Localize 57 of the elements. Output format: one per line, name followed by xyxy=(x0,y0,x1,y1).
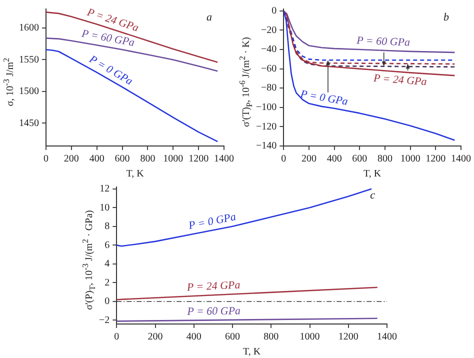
y-tick-label: −120 xyxy=(256,121,277,132)
series-label: P = 60 GPa xyxy=(186,305,242,318)
x-tick-label: 400 xyxy=(89,154,104,165)
y-tick-label: −100 xyxy=(256,102,277,114)
x-tick-label: 1200 xyxy=(188,154,209,165)
x-tick-label: 400 xyxy=(326,154,342,165)
x-tick-label: 200 xyxy=(64,154,79,165)
y-tick-label: 4 xyxy=(104,258,110,270)
x-tick-label: 800 xyxy=(140,154,156,165)
x-tick-label: 800 xyxy=(377,154,392,165)
y-tick-label: 1600 xyxy=(19,22,39,34)
y-tick-label: 0 xyxy=(104,296,110,308)
x-axis-title: T, K xyxy=(243,346,262,358)
series-label: P = 24 GPa xyxy=(372,72,428,88)
y-tick-label: 10 xyxy=(100,202,110,214)
x-tick-label: 200 xyxy=(148,332,163,343)
y-tick-label: −40 xyxy=(261,44,277,56)
x-tick-label: 0 xyxy=(114,332,120,343)
y-tick-label: 1550 xyxy=(19,54,39,66)
x-tick-label: 1000 xyxy=(300,332,320,343)
y-tick-label: 1450 xyxy=(19,118,39,129)
text: P = 0 GPa xyxy=(186,210,238,232)
y-tick-label: −80 xyxy=(261,82,277,94)
x-tick-label: 400 xyxy=(186,332,202,343)
x-tick-label: 600 xyxy=(352,154,368,165)
text: P = 0 GPa xyxy=(86,52,135,88)
x-tick-label: 200 xyxy=(301,154,316,165)
y-tick-label: 6 xyxy=(104,240,110,251)
series-label: P = 24 GPa xyxy=(186,279,241,294)
x-tick-label: 1400 xyxy=(451,154,471,165)
y-tick-label: 8 xyxy=(104,221,110,232)
series-label: P = 60 GPa xyxy=(355,34,411,49)
x-tick-label: 0 xyxy=(281,154,286,165)
x-axis-title: T, K xyxy=(364,168,382,180)
y-tick-label: 0 xyxy=(272,6,277,17)
y-tick-label: 2 xyxy=(104,277,110,288)
x-tick-label: 0 xyxy=(44,154,48,165)
x-tick-label: 1000 xyxy=(163,154,184,165)
y-tick-label: 12 xyxy=(100,184,110,194)
x-tick-label: 1200 xyxy=(338,332,358,343)
chart-title: c xyxy=(370,189,376,202)
y-tick-label: 1500 xyxy=(19,86,39,98)
y-tick-label: −20 xyxy=(261,24,277,36)
text: P = 0 GPa xyxy=(298,88,350,108)
chart-title: a xyxy=(206,11,212,24)
y-tick-label: −140 xyxy=(256,140,277,152)
x-tick-label: 1200 xyxy=(426,154,446,165)
x-tick-label: 1400 xyxy=(377,332,397,343)
x-tick-label: 600 xyxy=(225,332,240,343)
x-tick-label: 1000 xyxy=(400,154,420,165)
x-tick-label: 600 xyxy=(114,154,130,165)
x-tick-label: 1400 xyxy=(214,154,234,165)
y-tick-label: −60 xyxy=(261,63,277,74)
y-tick-label: −2 xyxy=(99,314,110,326)
x-axis-title: T, K xyxy=(126,168,145,180)
x-tick-label: 800 xyxy=(264,332,279,343)
chart-title: b xyxy=(444,11,450,24)
